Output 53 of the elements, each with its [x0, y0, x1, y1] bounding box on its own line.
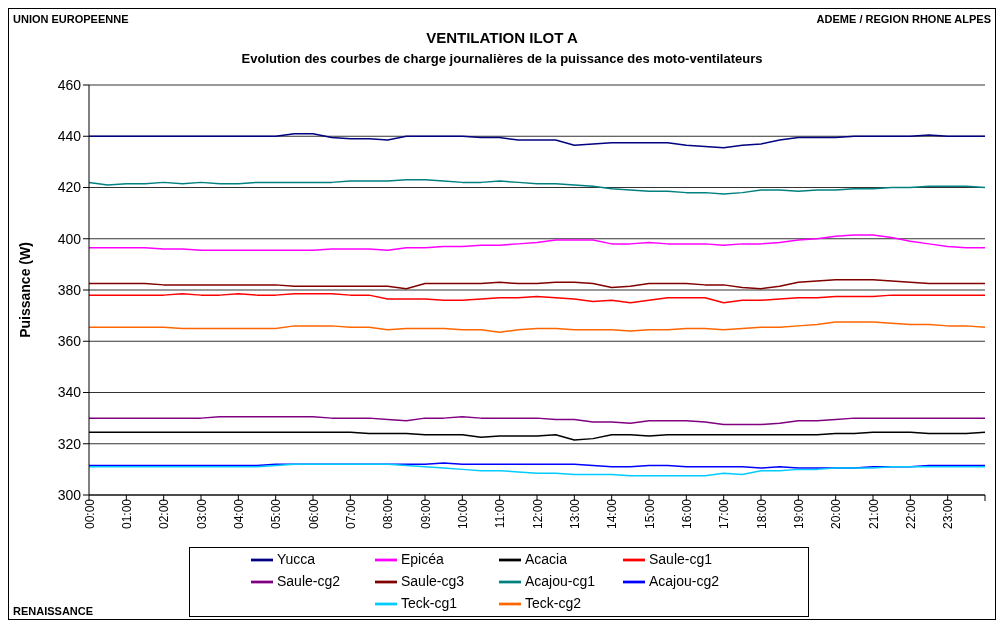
x-tick-label: 09:00 [418, 498, 433, 530]
x-tick-label: 01:00 [119, 498, 134, 530]
text: UNION EUROPEENNE [13, 13, 129, 25]
x-tick-label: 00:00 [82, 498, 97, 530]
line-series [89, 463, 985, 477]
x-tick-label: 23:00 [941, 498, 956, 530]
y-tick-label: 360 [57, 333, 82, 350]
y-axis-title: Puissance (W) [16, 242, 33, 338]
legend-label: Saule-cg3 [401, 572, 466, 589]
line-series [89, 321, 985, 334]
x-tick-label: 03:00 [194, 498, 209, 530]
text: ADEME / REGION RHONE ALPES [816, 13, 991, 25]
x-tick-label: 15:00 [642, 498, 657, 530]
legend-label: Acajou-cg1 [525, 572, 597, 589]
legend-label: Teck-cg1 [401, 594, 459, 611]
legend-label: Yucca [277, 550, 317, 567]
x-tick-label: 07:00 [343, 498, 358, 530]
y-tick-label: 380 [57, 281, 82, 298]
x-tick-label: 08:00 [381, 498, 396, 530]
x-tick-label: 18:00 [754, 498, 769, 530]
y-tick-label: 440 [57, 128, 82, 145]
x-tick-label: 21:00 [866, 498, 881, 530]
chart-title: VENTILATION ILOT A [425, 29, 579, 46]
y-tick-label: 400 [57, 230, 82, 247]
legend-label: Teck-cg2 [525, 594, 583, 611]
line-series [89, 416, 985, 426]
x-tick-label: 02:00 [157, 498, 172, 530]
chart-subtitle: Evolution des courbes de charge journalières de la puissance des moto-ventilateurs [240, 51, 764, 66]
line-series [89, 293, 985, 304]
text: RENAISSANCE [13, 605, 94, 617]
x-tick-label: 22:00 [903, 498, 918, 530]
x-tick-label: 16:00 [679, 498, 694, 530]
legend-label: Acacia [525, 550, 569, 567]
y-tick-label: 300 [57, 486, 82, 503]
x-tick-label: 04:00 [231, 498, 246, 530]
legend-label: Saule-cg1 [649, 550, 714, 567]
x-tick-label: 19:00 [791, 498, 806, 530]
x-tick-label: 17:00 [717, 498, 732, 530]
x-tick-label: 14:00 [605, 498, 620, 530]
x-tick-label: 11:00 [493, 498, 508, 529]
x-tick-label: 12:00 [530, 498, 545, 530]
x-tick-label: 05:00 [269, 498, 284, 530]
y-tick-label: 340 [57, 384, 82, 401]
x-tick-label: 13:00 [567, 498, 582, 530]
legend-label: Saule-cg2 [277, 572, 342, 589]
x-tick-label: 10:00 [455, 498, 470, 530]
y-tick-label: 320 [57, 435, 82, 452]
y-tick-label: 420 [57, 179, 82, 196]
legend-label: Epicéa [401, 550, 445, 567]
legend-label: Acajou-cg2 [649, 572, 721, 589]
y-tick-label: 460 [57, 76, 82, 93]
x-tick-label: 20:00 [829, 498, 844, 530]
x-tick-label: 06:00 [306, 498, 321, 530]
